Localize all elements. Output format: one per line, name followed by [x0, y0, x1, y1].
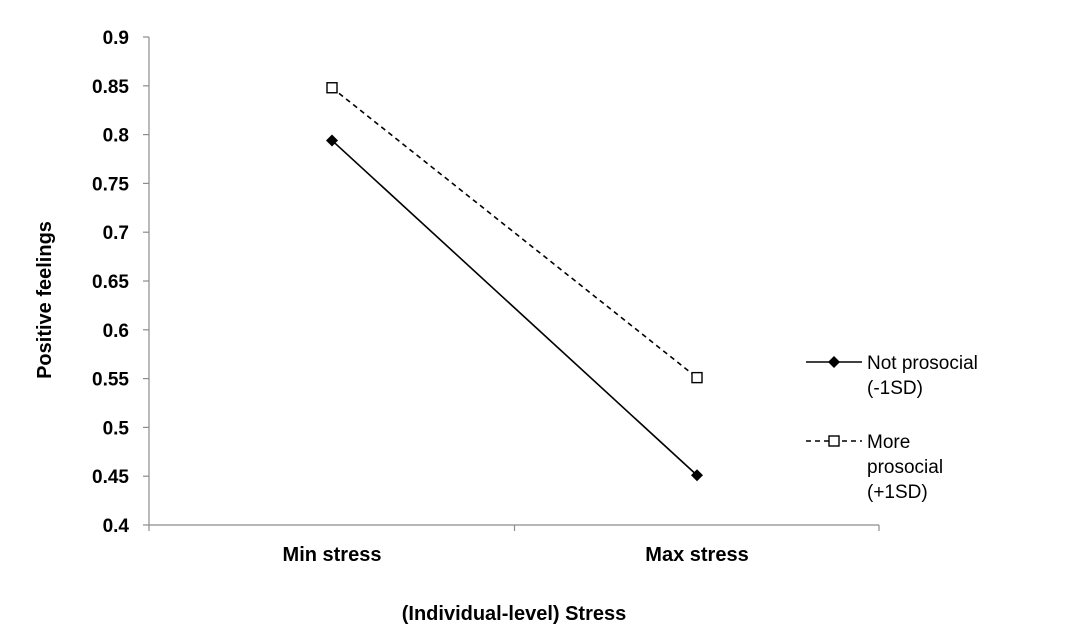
legend-label: More [867, 432, 910, 453]
y-tick-label: 0.55 [92, 370, 129, 391]
y-tick-label: 0.45 [92, 467, 129, 488]
series-line [331, 139, 698, 476]
data-point [828, 435, 840, 447]
y-tick-label: 0.6 [103, 321, 129, 342]
legend-item: Not prosocial (-1SD) [806, 353, 978, 399]
legend-item: More prosocial (+1SD) [806, 432, 943, 503]
y-tick-label: 0.75 [92, 174, 129, 195]
x-axis: Min stress Max stress [148, 524, 880, 566]
legend-label: (+1SD) [867, 482, 928, 503]
x-category-label: Max stress [645, 544, 748, 566]
series-line [331, 87, 698, 379]
legend-label: prosocial [867, 457, 943, 478]
y-axis: 0.4 0.45 0.5 0.55 0.6 0.65 0.7 0.75 0.8 0.85 0.9 [92, 28, 150, 537]
series-layer [326, 82, 703, 482]
legend-label: Not prosocial [867, 353, 978, 374]
legend-label: (-1SD) [867, 378, 923, 399]
series-not-prosocial [326, 134, 703, 482]
data-point [691, 371, 703, 384]
x-category-label: Min stress [283, 544, 382, 566]
data-point [326, 134, 338, 147]
y-tick-label: 0.5 [103, 418, 130, 439]
y-tick-label: 0.8 [103, 126, 129, 147]
y-axis-title: Positive feelings [34, 221, 56, 379]
legend: Not prosocial (-1SD) More prosocial (+1SD) [806, 353, 978, 503]
series-more-prosocial [326, 82, 703, 384]
x-axis-title: (Individual-level) Stress [402, 603, 627, 625]
data-point [691, 469, 703, 482]
y-tick-label: 0.4 [103, 516, 130, 537]
y-tick-label: 0.9 [103, 28, 129, 49]
data-point [828, 356, 840, 368]
y-tick-label: 0.65 [92, 272, 129, 293]
data-point [326, 82, 338, 94]
y-tick-label: 0.85 [92, 77, 129, 98]
y-tick-label: 0.7 [103, 223, 129, 244]
